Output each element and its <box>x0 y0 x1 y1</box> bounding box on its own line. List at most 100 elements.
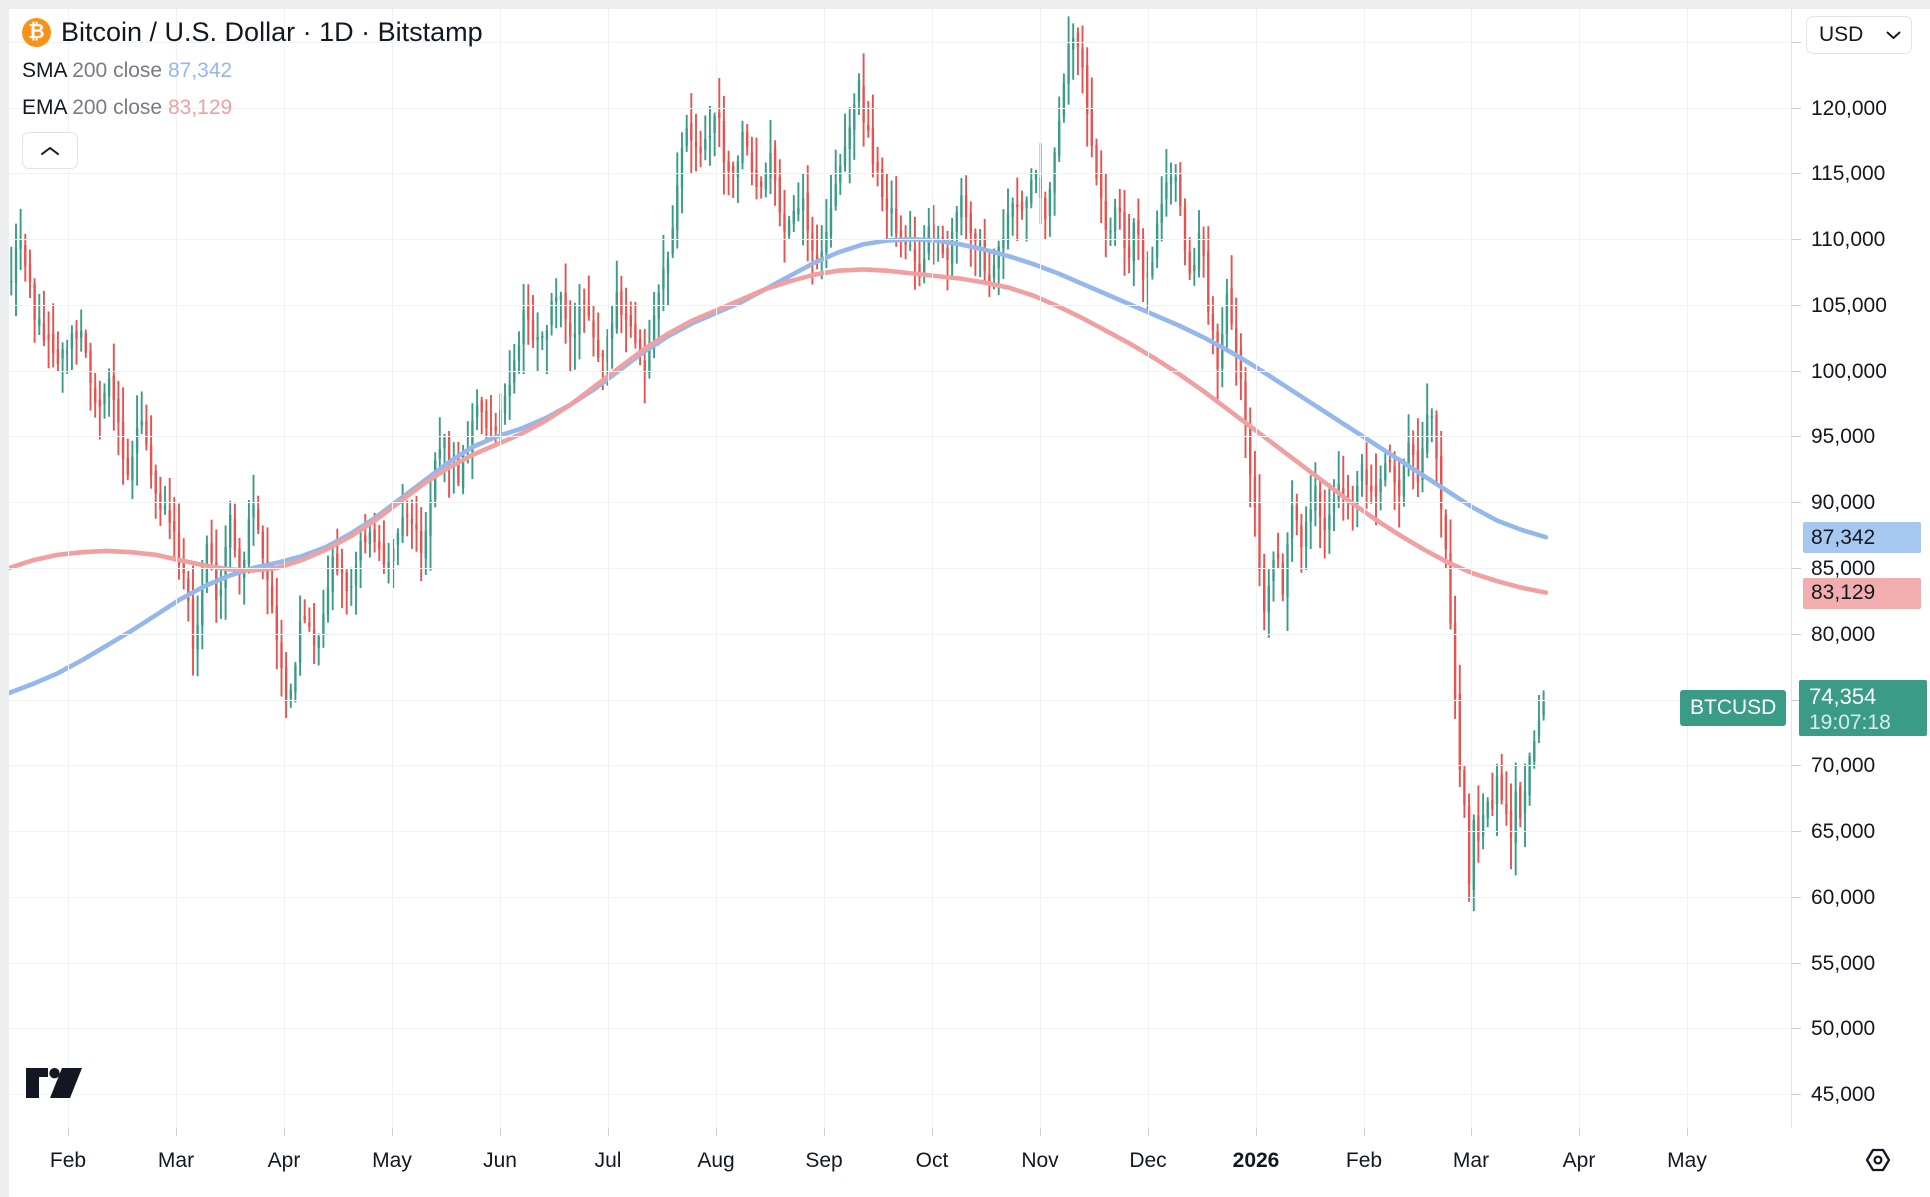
ema-price-badge[interactable]: 83,129 <box>1803 577 1921 609</box>
tradingview-logo[interactable] <box>26 1068 82 1098</box>
symbol-title-row[interactable]: ₿ Bitcoin / U.S. Dollar · 1D · Bitstamp <box>22 17 483 48</box>
time-tick-label: Mar <box>157 1149 195 1172</box>
ma-line-sma <box>9 236 1549 696</box>
candle-body <box>494 426 497 431</box>
candle-body <box>643 360 646 372</box>
candle-body <box>387 561 390 569</box>
candle-body <box>1132 222 1135 262</box>
candle-body <box>1006 213 1010 243</box>
candle-body <box>522 310 525 345</box>
candle-body <box>489 427 493 430</box>
grid-line-horizontal <box>9 371 1792 372</box>
grid-line-horizontal <box>9 305 1792 306</box>
candle-body <box>1453 622 1457 699</box>
candle-body <box>177 533 181 565</box>
candle-body <box>652 315 656 348</box>
candle-body <box>1495 776 1499 805</box>
time-tick-label: Feb <box>49 1149 87 1172</box>
candle-body <box>638 338 642 358</box>
candle-body <box>1067 44 1070 84</box>
time-tick-label: Apr <box>267 1149 301 1172</box>
candle-body <box>1463 770 1466 805</box>
candle-body <box>61 349 64 359</box>
candle-body <box>345 572 348 591</box>
candle-body <box>1519 786 1522 819</box>
price-tick-label: 85,000 <box>1811 557 1876 580</box>
legend-item-ema[interactable]: EMA 200 close 83,129 <box>22 89 483 126</box>
candle-body <box>1211 314 1215 331</box>
candle-body <box>680 148 684 189</box>
candle-body <box>1249 424 1252 475</box>
candle-body <box>173 521 176 532</box>
price-tick-label: 50,000 <box>1811 1017 1876 1041</box>
price-tick-dash <box>1792 304 1801 306</box>
candle-body <box>834 184 837 206</box>
candle-body <box>820 251 823 259</box>
candle-body <box>84 333 87 353</box>
candle-body <box>480 400 483 413</box>
time-tick-label: Dec <box>1129 1149 1167 1172</box>
candle-body <box>1179 175 1182 207</box>
candle-body <box>1086 65 1089 114</box>
candle-body <box>38 318 41 326</box>
time-tick <box>932 1128 933 1136</box>
candle-body <box>149 444 153 476</box>
candle-body <box>289 689 292 699</box>
candle-body <box>331 556 334 593</box>
candle-body <box>578 307 581 335</box>
candle-body <box>1169 176 1173 185</box>
chevron-up-icon[interactable] <box>22 132 78 169</box>
chart-canvas <box>9 16 1549 912</box>
candle-body <box>1174 176 1177 182</box>
candle-body <box>783 214 786 232</box>
candle-body <box>28 263 32 283</box>
price-tick-dash <box>1792 502 1801 504</box>
candle-body <box>19 240 22 249</box>
price-tick-dash <box>1792 633 1801 635</box>
candle-body <box>1323 517 1326 530</box>
candle-body <box>219 589 223 596</box>
last-price-tag[interactable]: 74,354 19:07:18 <box>1799 680 1927 737</box>
time-tick <box>176 1128 177 1136</box>
candle-body <box>843 146 847 167</box>
legend-item-sma[interactable]: SMA 200 close 87,342 <box>22 52 483 89</box>
price-scale[interactable]: 125,000120,000115,000110,000105,000100,0… <box>1792 9 1930 1127</box>
candle-body <box>275 606 278 641</box>
price-tick-dash <box>1792 1028 1801 1030</box>
candle-body <box>1290 505 1294 539</box>
currency-selector[interactable]: USD <box>1806 16 1912 54</box>
candle-body <box>1058 120 1061 157</box>
candle-body <box>1374 485 1378 497</box>
candle-body <box>1113 207 1117 232</box>
price-tick-label: 110,000 <box>1811 228 1886 252</box>
candle-body <box>410 519 414 524</box>
tradingview-logo-glyph <box>26 1068 82 1098</box>
chart-plot-area[interactable] <box>9 9 1792 1127</box>
candle-body <box>764 173 767 190</box>
candle-body <box>1388 460 1392 463</box>
candle-body <box>1267 586 1270 613</box>
chart-legend: ₿ Bitcoin / U.S. Dollar · 1D · Bitstamp … <box>22 17 483 169</box>
chart-settings-icon[interactable] <box>1860 1142 1896 1178</box>
candle-body <box>312 629 316 646</box>
candle-body <box>159 493 162 510</box>
price-tick-label: 115,000 <box>1811 162 1886 186</box>
sma-label: SMA <box>22 59 67 82</box>
candle-body <box>941 237 944 254</box>
candle-body <box>434 460 437 500</box>
candle-body <box>508 384 511 396</box>
candle-body <box>163 505 167 510</box>
sma-price-badge[interactable]: 87,342 <box>1803 522 1921 554</box>
candle-body <box>364 535 367 543</box>
candle-body <box>573 333 577 339</box>
candle-body <box>1062 82 1066 117</box>
price-tick-dash <box>1792 436 1801 438</box>
candle-body <box>1202 237 1205 257</box>
last-price-symbol-tag: BTCUSD <box>1680 690 1787 727</box>
candle-body <box>1165 182 1168 200</box>
candle-body <box>648 343 651 373</box>
time-scale[interactable]: Feb Mar Apr May Jun Jul Aug Sep Oct Nov Dec 2026 Feb… <box>9 1128 1930 1197</box>
candle-body <box>1477 815 1480 841</box>
candle-body <box>1365 469 1368 486</box>
candle-body <box>531 319 535 340</box>
